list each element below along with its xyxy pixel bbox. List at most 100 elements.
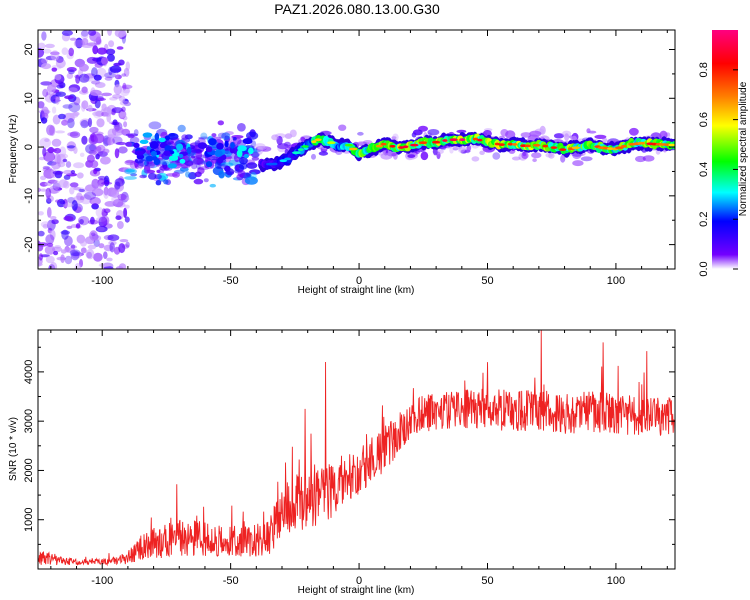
spectrogram-ridge-peak xyxy=(314,138,322,142)
spectrogram-cell xyxy=(146,146,152,151)
spectrogram-cell xyxy=(492,152,501,160)
spectrogram-cell xyxy=(58,80,64,89)
spectrogram-cell xyxy=(38,253,44,261)
spectrogram-cell xyxy=(145,155,154,162)
spectrogram-cell xyxy=(244,176,258,185)
spectrogram-cell xyxy=(391,136,397,140)
spectrogram-cell xyxy=(45,255,55,264)
snr-x-tick-label: 50 xyxy=(481,575,493,587)
spectrogram-cell xyxy=(127,134,135,139)
spectrogram-cell xyxy=(115,178,125,187)
spectrogram-cell xyxy=(59,82,66,89)
spectrogram-cell xyxy=(129,160,138,169)
spectrogram-cell xyxy=(66,225,73,229)
spectrogram-cell xyxy=(52,182,61,191)
spectrogram-cell xyxy=(157,158,171,165)
spectrogram-cell xyxy=(121,106,126,113)
spectrogram-cell xyxy=(70,250,80,261)
spectrogram-cell xyxy=(216,142,224,150)
spectrogram-cell xyxy=(111,194,119,205)
spectrogram-cell xyxy=(251,151,260,158)
spectrogram-cell xyxy=(392,133,399,142)
spectrogram-cell xyxy=(66,72,74,79)
spectrogram-cell xyxy=(55,199,60,203)
snr-y-tick-label: 1000 xyxy=(23,507,35,531)
spectrogram-cell xyxy=(78,73,90,83)
spectrogram-cell xyxy=(67,132,79,137)
spectrogram-cell xyxy=(81,43,94,48)
spectrogram-cell xyxy=(106,134,118,139)
spectrogram-cell xyxy=(214,150,223,157)
spectrogram-cell xyxy=(149,141,159,150)
spectrogram-cell xyxy=(200,132,208,140)
spectrogram-cell xyxy=(194,171,202,178)
spectrogram-cell xyxy=(246,162,258,169)
spectrogram-cell xyxy=(162,162,168,170)
spectrogram-cell xyxy=(40,117,48,124)
spectrogram-cell xyxy=(61,119,68,126)
spectrogram-cell xyxy=(572,151,582,160)
spectrogram-cell xyxy=(45,234,55,245)
spectrogram-cell xyxy=(92,111,101,116)
spectrogram-y-tick-label: -10 xyxy=(23,188,35,204)
spectrogram-cell xyxy=(51,67,58,72)
spectrogram-cell xyxy=(458,145,466,153)
spectrogram-cell xyxy=(134,150,145,156)
spectrogram-cell xyxy=(112,119,118,126)
spectrogram-cell xyxy=(580,156,593,162)
spectrogram-ridge-peak xyxy=(292,151,301,155)
spectrogram-cell xyxy=(156,169,161,174)
spectrogram-cell xyxy=(38,230,45,237)
spectrogram-cell xyxy=(79,219,84,225)
snr-x-tick-label: 0 xyxy=(356,575,362,587)
spectrogram-ridge-peak xyxy=(620,144,627,148)
spectrogram-ridge-peak xyxy=(375,144,383,148)
spectrogram-cell xyxy=(45,187,52,199)
spectrogram-y-tick-label: -20 xyxy=(23,237,35,253)
spectrogram-cell xyxy=(186,146,192,155)
spectrogram-cell xyxy=(79,63,89,72)
spectrogram-cell xyxy=(115,266,124,269)
spectrogram-cell xyxy=(44,138,50,142)
spectrogram-cell xyxy=(42,167,53,173)
spectrogram-cell xyxy=(100,108,112,112)
spectrogram-cell xyxy=(161,160,170,166)
snr-x-tick-label: 100 xyxy=(607,575,625,587)
spectrogram-cell xyxy=(164,135,170,141)
spectrogram-cell xyxy=(89,134,94,138)
spectrogram-cell xyxy=(42,88,49,97)
spectrogram-ridge-peak xyxy=(327,141,336,145)
spectrogram-cell xyxy=(103,106,112,117)
spectrogram-cell xyxy=(55,130,66,134)
spectrogram-cell xyxy=(96,216,107,222)
spectrogram-cell xyxy=(209,183,216,188)
snr-x-tick-label: -50 xyxy=(223,575,239,587)
spectrogram-ridge-peak xyxy=(459,138,466,142)
snr-background xyxy=(38,330,675,569)
spectrogram-cell xyxy=(79,152,85,157)
spectrogram-ridge-peak xyxy=(311,140,317,144)
spectrogram-cell xyxy=(69,182,79,188)
colorbar-label: Normalized spectral amplitude xyxy=(738,81,749,216)
spectrogram-cell xyxy=(59,146,67,157)
spectrogram-cell xyxy=(118,243,126,254)
spectrogram-cell xyxy=(142,132,153,138)
spectrogram-cell xyxy=(93,168,98,175)
spectrogram-cell xyxy=(96,81,102,85)
spectrogram-cell xyxy=(148,121,162,130)
spectrogram-cell xyxy=(125,141,133,147)
spectrogram-cell xyxy=(50,229,56,241)
spectrogram-cell xyxy=(80,101,86,112)
spectrogram-ridge-peak xyxy=(398,146,405,149)
spectrogram-cell xyxy=(64,247,76,253)
spectrogram-cell xyxy=(197,142,207,150)
spectrogram-cell xyxy=(217,132,227,138)
spectrogram-cell xyxy=(93,238,100,248)
spectrogram-cell xyxy=(109,242,115,253)
spectrogram-cell xyxy=(522,151,527,157)
spectrogram-ridge-peak xyxy=(389,144,396,148)
spectrogram-cell xyxy=(51,219,59,225)
spectrogram-cell xyxy=(55,96,60,105)
spectrogram-cell xyxy=(148,172,157,180)
